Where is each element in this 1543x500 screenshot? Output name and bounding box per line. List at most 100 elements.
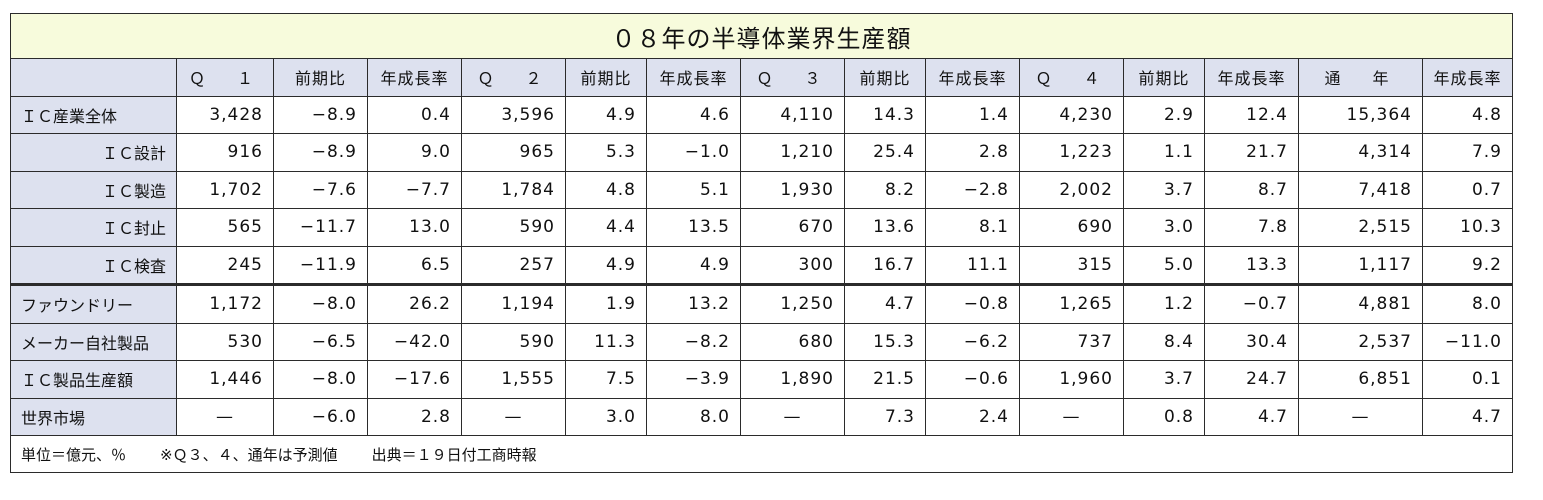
table-cell: 14.3 [844,95,926,134]
table-row: ＩＣ封止 565 −11.7 13.0 590 4.4 13.5 670 13.6 8.1 690 3… [10,208,1513,247]
table-cell: 24.7 [1204,360,1299,399]
table-cell: 680 [740,322,845,361]
column-header: 前期比 [273,58,368,97]
table-cell: 4.7 [1422,397,1513,436]
table-cell: 3.0 [565,397,647,436]
table-cell: 965 [461,133,566,172]
table-cell: 7.3 [844,397,926,436]
table-cell: 7.5 [565,360,647,399]
table-cell: 4.9 [565,245,647,285]
table-cell: 3.0 [1123,208,1205,247]
table-cell: 4.7 [1204,397,1299,436]
table-cell: 2.8 [367,397,462,436]
table-cell: 3.7 [1123,170,1205,209]
table-cell: 2,537 [1298,322,1423,361]
table-cell: 670 [740,208,845,247]
table-row: ＩＣ設計 916 −8.9 9.0 965 5.3 −1.0 1,210 25.4 2.8 1,22… [10,133,1513,172]
table-cell: 2.9 [1123,95,1205,134]
table-wrapper: ０８年の半導体業界生産額 Ｑ １ 前期比 年成長率 Ｑ ２ 前期比 年成長率 Ｑ ３ 前期比年… [10,13,1513,473]
note-text: ※Ｑ３、４、通年は予測値 [160,445,338,464]
table-cell: 2.8 [925,133,1020,172]
table-cell: 4.9 [565,95,647,134]
table-cell: −7.7 [367,170,462,209]
table-cell: 9.0 [367,133,462,172]
table-cell: 21.7 [1204,133,1299,172]
table-cell: 3.7 [1123,360,1205,399]
table-cell: 13.2 [646,283,741,324]
table-cell: 21.5 [844,360,926,399]
table-cell: 5.3 [565,133,647,172]
column-header: Ｑ ３ [740,58,845,97]
table-cell: 690 [1019,208,1124,247]
table-cell: 1,890 [740,360,845,399]
column-header: 年成長率 [1204,58,1299,97]
column-header: Ｑ １ [176,58,274,97]
table-cell: 3,596 [461,95,566,134]
table-cell: 2,515 [1298,208,1423,247]
row-label: メーカー自社製品 [10,322,177,361]
table-cell: 1,194 [461,283,566,324]
table-cell: 8.0 [646,397,741,436]
table-cell: 530 [176,322,274,361]
table-cell: 1,250 [740,283,845,324]
table-cell: 2,002 [1019,170,1124,209]
table-cell: 1,210 [740,133,845,172]
table-cell: 1,930 [740,170,845,209]
table-cell: — [176,397,274,436]
table-cell: −17.6 [367,360,462,399]
table-cell: 9.2 [1422,245,1513,285]
table-cell: 1,446 [176,360,274,399]
table-cell: 590 [461,322,566,361]
table-cell: 1,223 [1019,133,1124,172]
column-header: 年成長率 [1422,58,1513,97]
table-cell: 1.9 [565,283,647,324]
row-label: ＩＣ産業全体 [10,95,177,134]
row-label: ＩＣ検査 [10,245,177,285]
note-text: 出典＝１９日付工商時報 [371,445,537,464]
note-text: 単位＝億元、％ [21,445,127,464]
table-cell: 1,555 [461,360,566,399]
column-header: 前期比 [565,58,647,97]
table-row: ＩＣ産業全体 3,428 −8.9 0.4 3,596 4.9 4.6 4,110 14.3 1.… [10,95,1513,134]
table-cell: — [461,397,566,436]
table-cell: 15,364 [1298,95,1423,134]
column-header: Ｑ ２ [461,58,566,97]
table-cell: 7.8 [1204,208,1299,247]
notes-row: 単位＝億元、％ ※Ｑ３、４、通年は予測値 出典＝１９日付工商時報 [10,435,1513,473]
table-row: ＩＣ製造 1,702 −7.6 −7.7 1,784 4.8 5.1 1,930 8.2 −2.8… [10,170,1513,209]
notes-cell: 単位＝億元、％ ※Ｑ３、４、通年は予測値 出典＝１９日付工商時報 [10,435,1513,473]
table-cell: 1,172 [176,283,274,324]
table-cell: 300 [740,245,845,285]
table-cell: 1,784 [461,170,566,209]
table-row: 世界市場 — −6.0 2.8—3.0 8.0—7.3 2.4—0.8 4.7—4.7 [10,397,1513,436]
table-cell: 11.1 [925,245,1020,285]
table-cell: −11.0 [1422,322,1513,361]
table-cell: 13.3 [1204,245,1299,285]
table-cell: 13.6 [844,208,926,247]
table-cell: 30.4 [1204,322,1299,361]
column-header: 年成長率 [367,58,462,97]
table-cell: 7.9 [1422,133,1513,172]
table-cell: 6,851 [1298,360,1423,399]
table-cell: 1,960 [1019,360,1124,399]
table-cell: 0.7 [1422,170,1513,209]
table-cell: −8.9 [273,95,368,134]
column-header: 前期比 [844,58,926,97]
table-cell: −6.0 [273,397,368,436]
column-header: 年成長率 [925,58,1020,97]
table-row: ＩＣ製品生産額 1,446 −8.0 −17.6 1,555 7.5 −3.9 1,890 21… [10,360,1513,399]
table-cell: 1,702 [176,170,274,209]
table-cell: 1.2 [1123,283,1205,324]
table-cell: −2.8 [925,170,1020,209]
table-cell: 257 [461,245,566,285]
table-cell: −6.5 [273,322,368,361]
table-cell: 4.6 [646,95,741,134]
header-corner [10,58,177,97]
table-cell: 4.4 [565,208,647,247]
table-cell: 4,230 [1019,95,1124,134]
table-cell: −6.2 [925,322,1020,361]
table-cell: 315 [1019,245,1124,285]
table-cell: 0.1 [1422,360,1513,399]
table-cell: 8.0 [1422,283,1513,324]
table-cell: 8.2 [844,170,926,209]
